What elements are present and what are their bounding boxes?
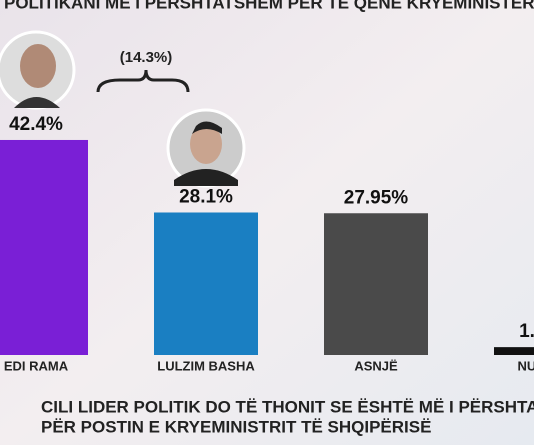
bar	[154, 212, 258, 355]
category-label: LULZIM BASHA	[157, 358, 255, 373]
brace	[96, 69, 190, 93]
bar	[324, 213, 428, 355]
value-label: 1.55%	[519, 321, 534, 342]
portrait-basha	[166, 108, 246, 188]
subtitle-line: PËR POSTIN E KRYEMINISTRIT TË SHQIPËRISË	[41, 417, 431, 436]
chart-title: POLITIKANI MË I PËRSHTATSHËM PËR TË QENË…	[4, 0, 534, 12]
value-label: 42.4%	[9, 114, 63, 135]
category-label: ASNJË	[354, 358, 398, 373]
bar	[494, 347, 534, 355]
category-label: EDI RAMA	[4, 358, 69, 373]
category-label: NUK E DI	[517, 358, 534, 373]
portrait-rama	[0, 30, 76, 110]
difference-annotation: (14.3%)	[120, 49, 173, 66]
value-label: 27.95%	[344, 187, 409, 208]
bar	[0, 139, 88, 355]
subtitle-line: CILI LIDER POLITIK DO TË THONIT SE ËSHTË…	[41, 397, 534, 416]
value-label: 28.1%	[179, 187, 233, 208]
